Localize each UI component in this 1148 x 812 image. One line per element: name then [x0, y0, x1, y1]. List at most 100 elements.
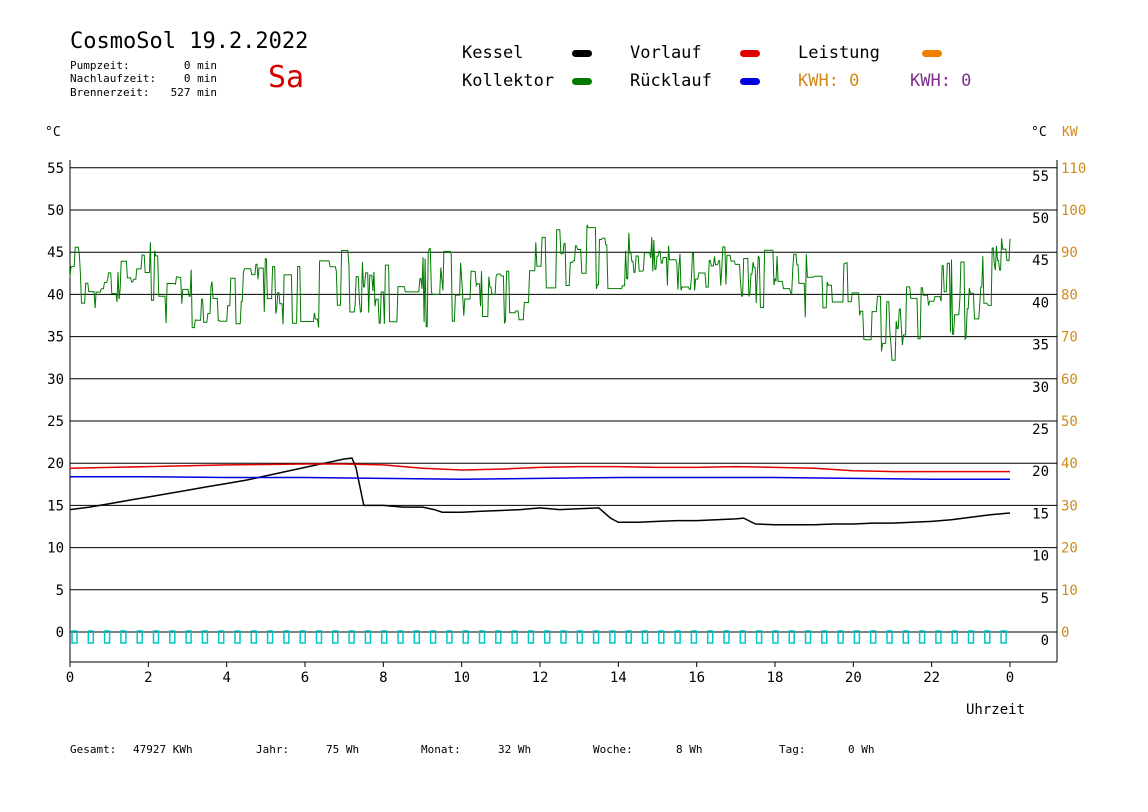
legend-label-vorlauf: Vorlauf: [630, 43, 702, 63]
y-tick-label-right: 55: [1032, 169, 1049, 185]
y-tick-label-right: 35: [1032, 338, 1049, 354]
series-leistung-pulse: [804, 630, 812, 644]
footer-value-tag: 0 Wh: [848, 743, 875, 756]
stat-label-nachlaufzeit: Nachlaufzeit:: [70, 72, 157, 85]
series-leistung-pulse: [429, 630, 437, 644]
y-tick-label-left: 5: [56, 583, 64, 599]
y-tick-label-right: 50: [1032, 211, 1049, 227]
series-leistung-pulse: [1000, 630, 1007, 644]
y-tick-label-left: 50: [47, 203, 64, 219]
series-leistung-pulse: [120, 630, 127, 644]
y2-tick-label: 60: [1061, 372, 1078, 388]
series-leistung-pulse: [772, 630, 779, 644]
series-leistung-pulse: [364, 630, 372, 644]
y-tick-label-right: 10: [1032, 549, 1049, 565]
series-leistung-pulse: [380, 630, 388, 644]
series-leistung-pulse: [332, 630, 339, 644]
legend-swatch-kessel: [572, 50, 592, 57]
series-leistung-pulse: [592, 630, 600, 644]
x-tick-label: 20: [845, 670, 862, 686]
series-leistung-pulse: [201, 630, 209, 644]
y-tick-label-right: 45: [1032, 253, 1049, 269]
y2-tick-label: 100: [1061, 203, 1086, 219]
footer-value-woche: 8 Wh: [676, 743, 703, 756]
y-tick-label-right: 15: [1032, 506, 1049, 522]
footer-value-monat: 32 Wh: [498, 743, 532, 756]
x-tick-label: 18: [767, 670, 784, 686]
series-leistung-pulse: [315, 630, 323, 644]
footer-value-jahr: 75 Wh: [326, 743, 360, 756]
series-leistung-pulse: [397, 630, 404, 644]
series-leistung-pulse: [641, 630, 649, 644]
legend-label-kollektor: Kollektor: [462, 71, 555, 91]
x-tick-label: 4: [222, 670, 230, 686]
series-kollektor-line: [69, 224, 1011, 361]
x-tick-label: 12: [532, 670, 549, 686]
x-tick-label: 22: [923, 670, 940, 686]
series-leistung-pulse: [967, 630, 975, 644]
series-leistung-pulse: [560, 630, 567, 644]
series-leistung-pulse: [511, 630, 518, 644]
series-leistung-pulse: [462, 630, 469, 644]
y-tick-label-right: 25: [1032, 422, 1049, 438]
series-leistung-pulse: [103, 630, 111, 644]
x-tick-label: 16: [688, 670, 705, 686]
y-tick-label-right: 20: [1032, 464, 1049, 480]
series-leistung-pulse: [918, 630, 926, 644]
x-tick-label: 8: [379, 670, 387, 686]
stat-value-pumpzeit: 0 min: [183, 59, 217, 72]
series-leistung-pulse: [413, 630, 421, 644]
legend-label-ruecklauf: Rücklauf: [630, 71, 712, 91]
y-tick-label-right: 0: [1041, 633, 1049, 649]
series-leistung-pulse: [902, 630, 910, 644]
series-leistung-pulse: [869, 630, 877, 644]
y2-tick-label: 30: [1061, 498, 1078, 514]
series-leistung-pulse: [217, 630, 225, 644]
series-leistung-pulse: [821, 630, 828, 644]
series-leistung-pulse: [609, 630, 616, 644]
y-tick-label-left: 20: [47, 456, 64, 472]
legend-swatch-leistung: [922, 50, 942, 57]
right-axis-unit-kw: KW: [1062, 125, 1078, 140]
footer-label-gesamt: Gesamt:: [70, 743, 117, 756]
y-tick-label-right: 5: [1041, 591, 1049, 607]
y2-tick-label: 50: [1061, 414, 1078, 430]
footer-label-monat: Monat:: [421, 743, 461, 756]
footer-label-tag: Tag:: [779, 743, 806, 756]
series-leistung-pulse: [543, 630, 551, 644]
y-tick-label-left: 0: [56, 625, 64, 641]
x-tick-label: 14: [610, 670, 627, 686]
y2-tick-label: 10: [1061, 583, 1078, 599]
legend-label-kessel: Kessel: [462, 43, 524, 63]
series-leistung-pulse: [527, 630, 535, 644]
series-leistung-pulse: [136, 630, 143, 644]
series-leistung-pulse: [250, 630, 258, 644]
series-leistung-pulse: [674, 630, 681, 644]
y2-tick-label: 70: [1061, 330, 1078, 346]
series-leistung-pulse: [185, 630, 192, 644]
series-leistung-pulse: [478, 630, 486, 644]
footer-value-gesamt: 47927 KWh: [133, 743, 193, 756]
series-leistung-pulse: [984, 630, 991, 644]
legend-swatch-vorlauf: [740, 50, 760, 57]
y-tick-label-left: 30: [47, 372, 64, 388]
y2-tick-label: 110: [1061, 161, 1086, 177]
y-tick-label-left: 40: [47, 287, 64, 303]
y2-tick-label: 40: [1061, 456, 1078, 472]
left-axis-unit: °C: [45, 125, 61, 140]
stat-value-nachlaufzeit: 0 min: [183, 72, 217, 85]
footer-label-woche: Woche:: [593, 743, 633, 756]
series-leistung-pulse: [169, 630, 176, 644]
series-leistung-pulse: [658, 630, 665, 644]
series-leistung-pulse: [299, 630, 306, 644]
x-tick-label: 0: [1006, 670, 1014, 686]
series-leistung-pulse: [837, 630, 844, 644]
series-leistung-pulse: [283, 630, 290, 644]
series-leistung-pulse: [951, 630, 958, 644]
series-leistung-pulse: [71, 630, 78, 644]
series-leistung-pulse: [495, 630, 502, 644]
y2-tick-label: 90: [1061, 245, 1078, 261]
right-axis-unit: °C: [1031, 125, 1047, 140]
y2-tick-label: 80: [1061, 287, 1078, 303]
